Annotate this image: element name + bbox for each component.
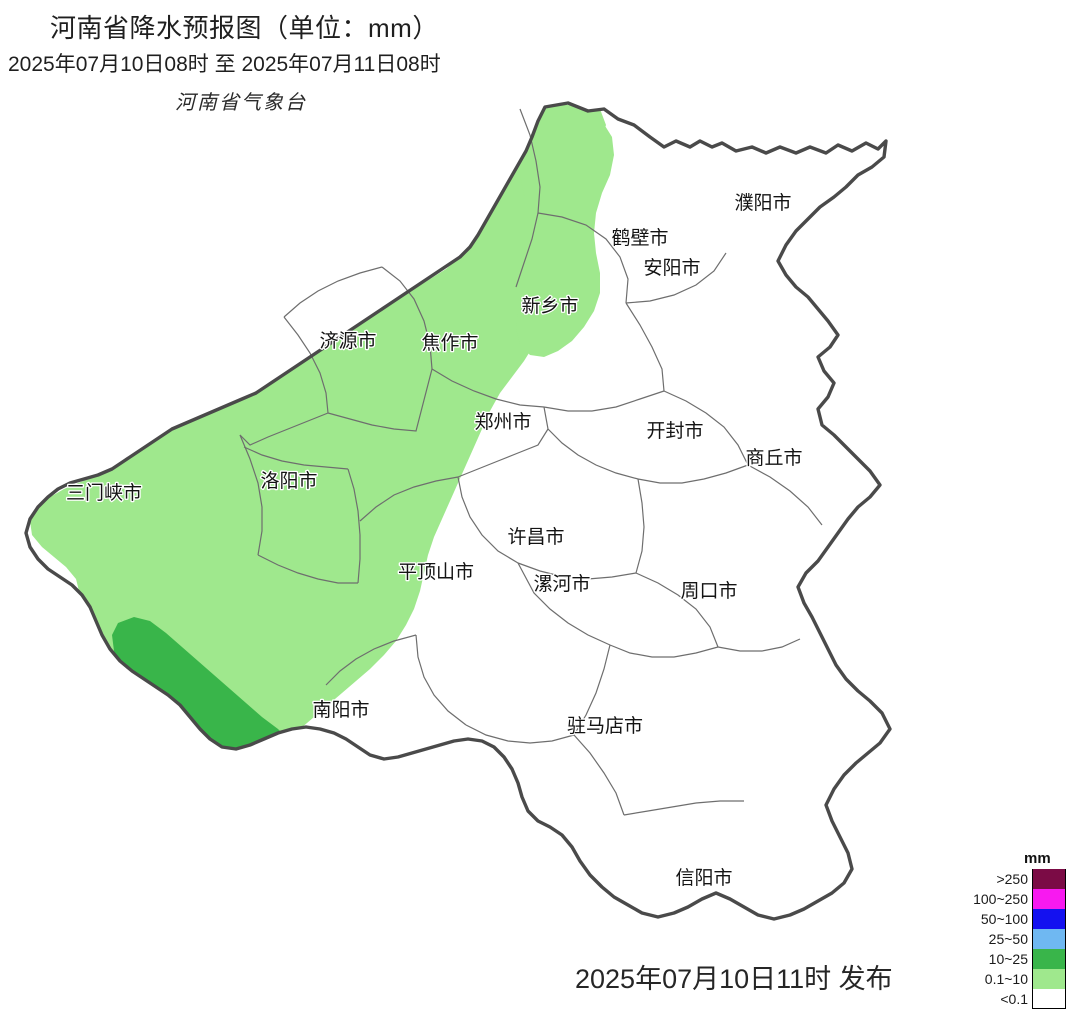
city-label-hebi: 鹤壁市 [611,227,668,249]
legend-swatch [1032,929,1066,949]
henan-province-map: 濮阳市 鹤壁市 安阳市 新乡市 济源市 焦作市 郑州市 开封市 商丘市 洛阳市 … [24,101,892,921]
city-label-nanyang: 南阳市 [312,699,369,721]
legend-row: 50~100 [962,909,1066,929]
legend-label: 0.1~10 [984,971,1028,987]
city-label-shangqiu: 商丘市 [745,447,802,469]
province-outer-boundary [24,101,892,921]
rain-band-0p1-to-10 [30,103,614,785]
city-label-xuchang: 许昌市 [507,526,564,548]
prefecture-boundaries [239,108,823,816]
issue-timestamp: 2025年07月10日11时 发布 [575,964,893,994]
city-label-zhengzhou: 郑州市 [474,411,531,433]
legend-label: 50~100 [980,911,1028,927]
city-label-puyang: 濮阳市 [734,192,791,214]
issuing-agency: 河南省气象台 [175,92,307,114]
map-canvas: 濮阳市 鹤壁市 安阳市 新乡市 济源市 焦作市 郑州市 开封市 商丘市 洛阳市 … [0,95,1073,925]
city-label-xinxiang: 新乡市 [521,295,578,317]
legend-swatch [1032,869,1066,889]
legend: mm >250 100~250 50~100 25~50 10~25 0.1~1… [962,850,1066,1009]
legend-row: 0.1~10 [962,969,1066,989]
legend-label: 10~25 [988,951,1028,967]
page-title: 河南省降水预报图（单位：mm） [50,13,439,43]
city-label-group: 濮阳市 鹤壁市 安阳市 新乡市 济源市 焦作市 郑州市 开封市 商丘市 洛阳市 … [65,191,804,891]
legend-swatch [1032,889,1066,909]
forecast-period: 2025年07月10日08时 至 2025年07月11日08时 [8,53,441,76]
legend-row: 25~50 [962,929,1066,949]
legend-row: 100~250 [962,889,1066,909]
city-label-kaifeng: 开封市 [646,420,703,442]
city-label-jiyuan: 济源市 [319,330,376,352]
legend-swatch [1032,909,1066,929]
legend-unit-label: mm [1024,850,1051,867]
city-label-luohe: 漯河市 [533,573,590,595]
city-label-pingdingshan: 平顶山市 [398,561,474,583]
legend-label: <0.1 [1000,991,1028,1007]
legend-label: 100~250 [973,891,1028,907]
legend-row: <0.1 [962,989,1066,1009]
legend-swatch [1032,989,1066,1009]
legend-swatch [1032,969,1066,989]
city-label-sanmenxia: 三门峡市 [66,482,142,504]
city-label-zhoukou: 周口市 [680,580,737,602]
legend-label: >250 [996,871,1028,887]
legend-label: 25~50 [988,931,1028,947]
legend-row: 10~25 [962,949,1066,969]
city-label-luoyang: 洛阳市 [260,470,317,492]
legend-row: >250 [962,869,1066,889]
city-label-xinyang: 信阳市 [675,867,732,889]
legend-swatch [1032,949,1066,969]
city-label-anyang: 安阳市 [643,257,700,279]
city-label-jiaozuo: 焦作市 [421,332,478,354]
city-label-zhumadian: 驻马店市 [567,715,643,737]
